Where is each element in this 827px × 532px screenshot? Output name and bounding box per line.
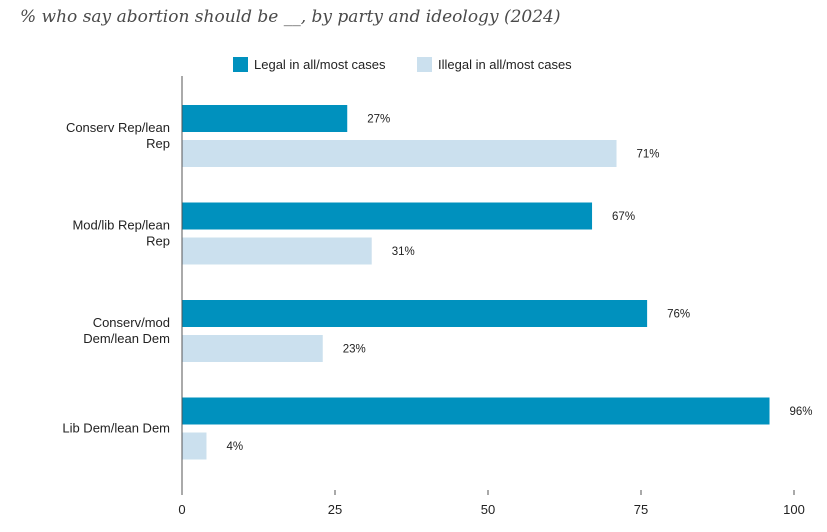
- category-label-line: Mod/lib Rep/lean: [72, 218, 170, 233]
- data-label-illegal-1: 31%: [392, 246, 415, 258]
- category-label-3: Lib Dem/lean Dem: [62, 421, 170, 436]
- data-label-legal-2: 76%: [667, 309, 690, 321]
- category-label-2: Conserv/mod Dem/lean Dem: [83, 315, 170, 346]
- data-label-illegal-3: 4%: [226, 441, 243, 453]
- legend-label-illegal: Illegal in all/most cases: [438, 57, 572, 72]
- bar-legal-0: [182, 105, 348, 132]
- bar-legal-3: [182, 397, 770, 425]
- x-tick-label-25: 25: [328, 502, 342, 517]
- bar-illegal-3: [182, 432, 207, 460]
- bar-illegal-0: [182, 140, 617, 167]
- x-tick-label-100: 100: [783, 502, 805, 517]
- x-tick-label-75: 75: [634, 502, 648, 517]
- data-label-legal-3: 96%: [790, 406, 813, 418]
- bar-illegal-2: [182, 335, 323, 362]
- x-tick-label-0: 0: [178, 502, 185, 517]
- data-label-legal-1: 67%: [612, 211, 635, 223]
- category-label-line: Rep: [146, 234, 170, 249]
- legend-label-legal: Legal in all/most cases: [254, 57, 386, 72]
- chart-title: % who say abortion should be __, by part…: [20, 7, 560, 27]
- category-label-line: Conserv/mod: [93, 315, 170, 330]
- x-tick-label-50: 50: [481, 502, 495, 517]
- category-label-1: Mod/lib Rep/lean Rep: [72, 218, 170, 249]
- legend: Legal in all/most cases Illegal in all/m…: [233, 57, 572, 72]
- category-label-line: Conserv Rep/lean: [66, 120, 170, 135]
- bar-illegal-1: [182, 237, 372, 265]
- bar-legal-2: [182, 300, 648, 327]
- legend-swatch-legal: [233, 57, 248, 72]
- data-label-legal-0: 27%: [367, 114, 390, 126]
- category-label-line: Rep: [146, 136, 170, 151]
- category-label-line: Dem/lean Dem: [83, 331, 170, 346]
- category-label-0: Conserv Rep/lean Rep: [66, 120, 170, 151]
- legend-swatch-illegal: [417, 57, 432, 72]
- data-label-illegal-0: 71%: [637, 149, 660, 161]
- data-label-illegal-2: 23%: [343, 344, 366, 356]
- category-label-line: Lib Dem/lean Dem: [62, 421, 170, 436]
- bar-legal-1: [182, 202, 593, 230]
